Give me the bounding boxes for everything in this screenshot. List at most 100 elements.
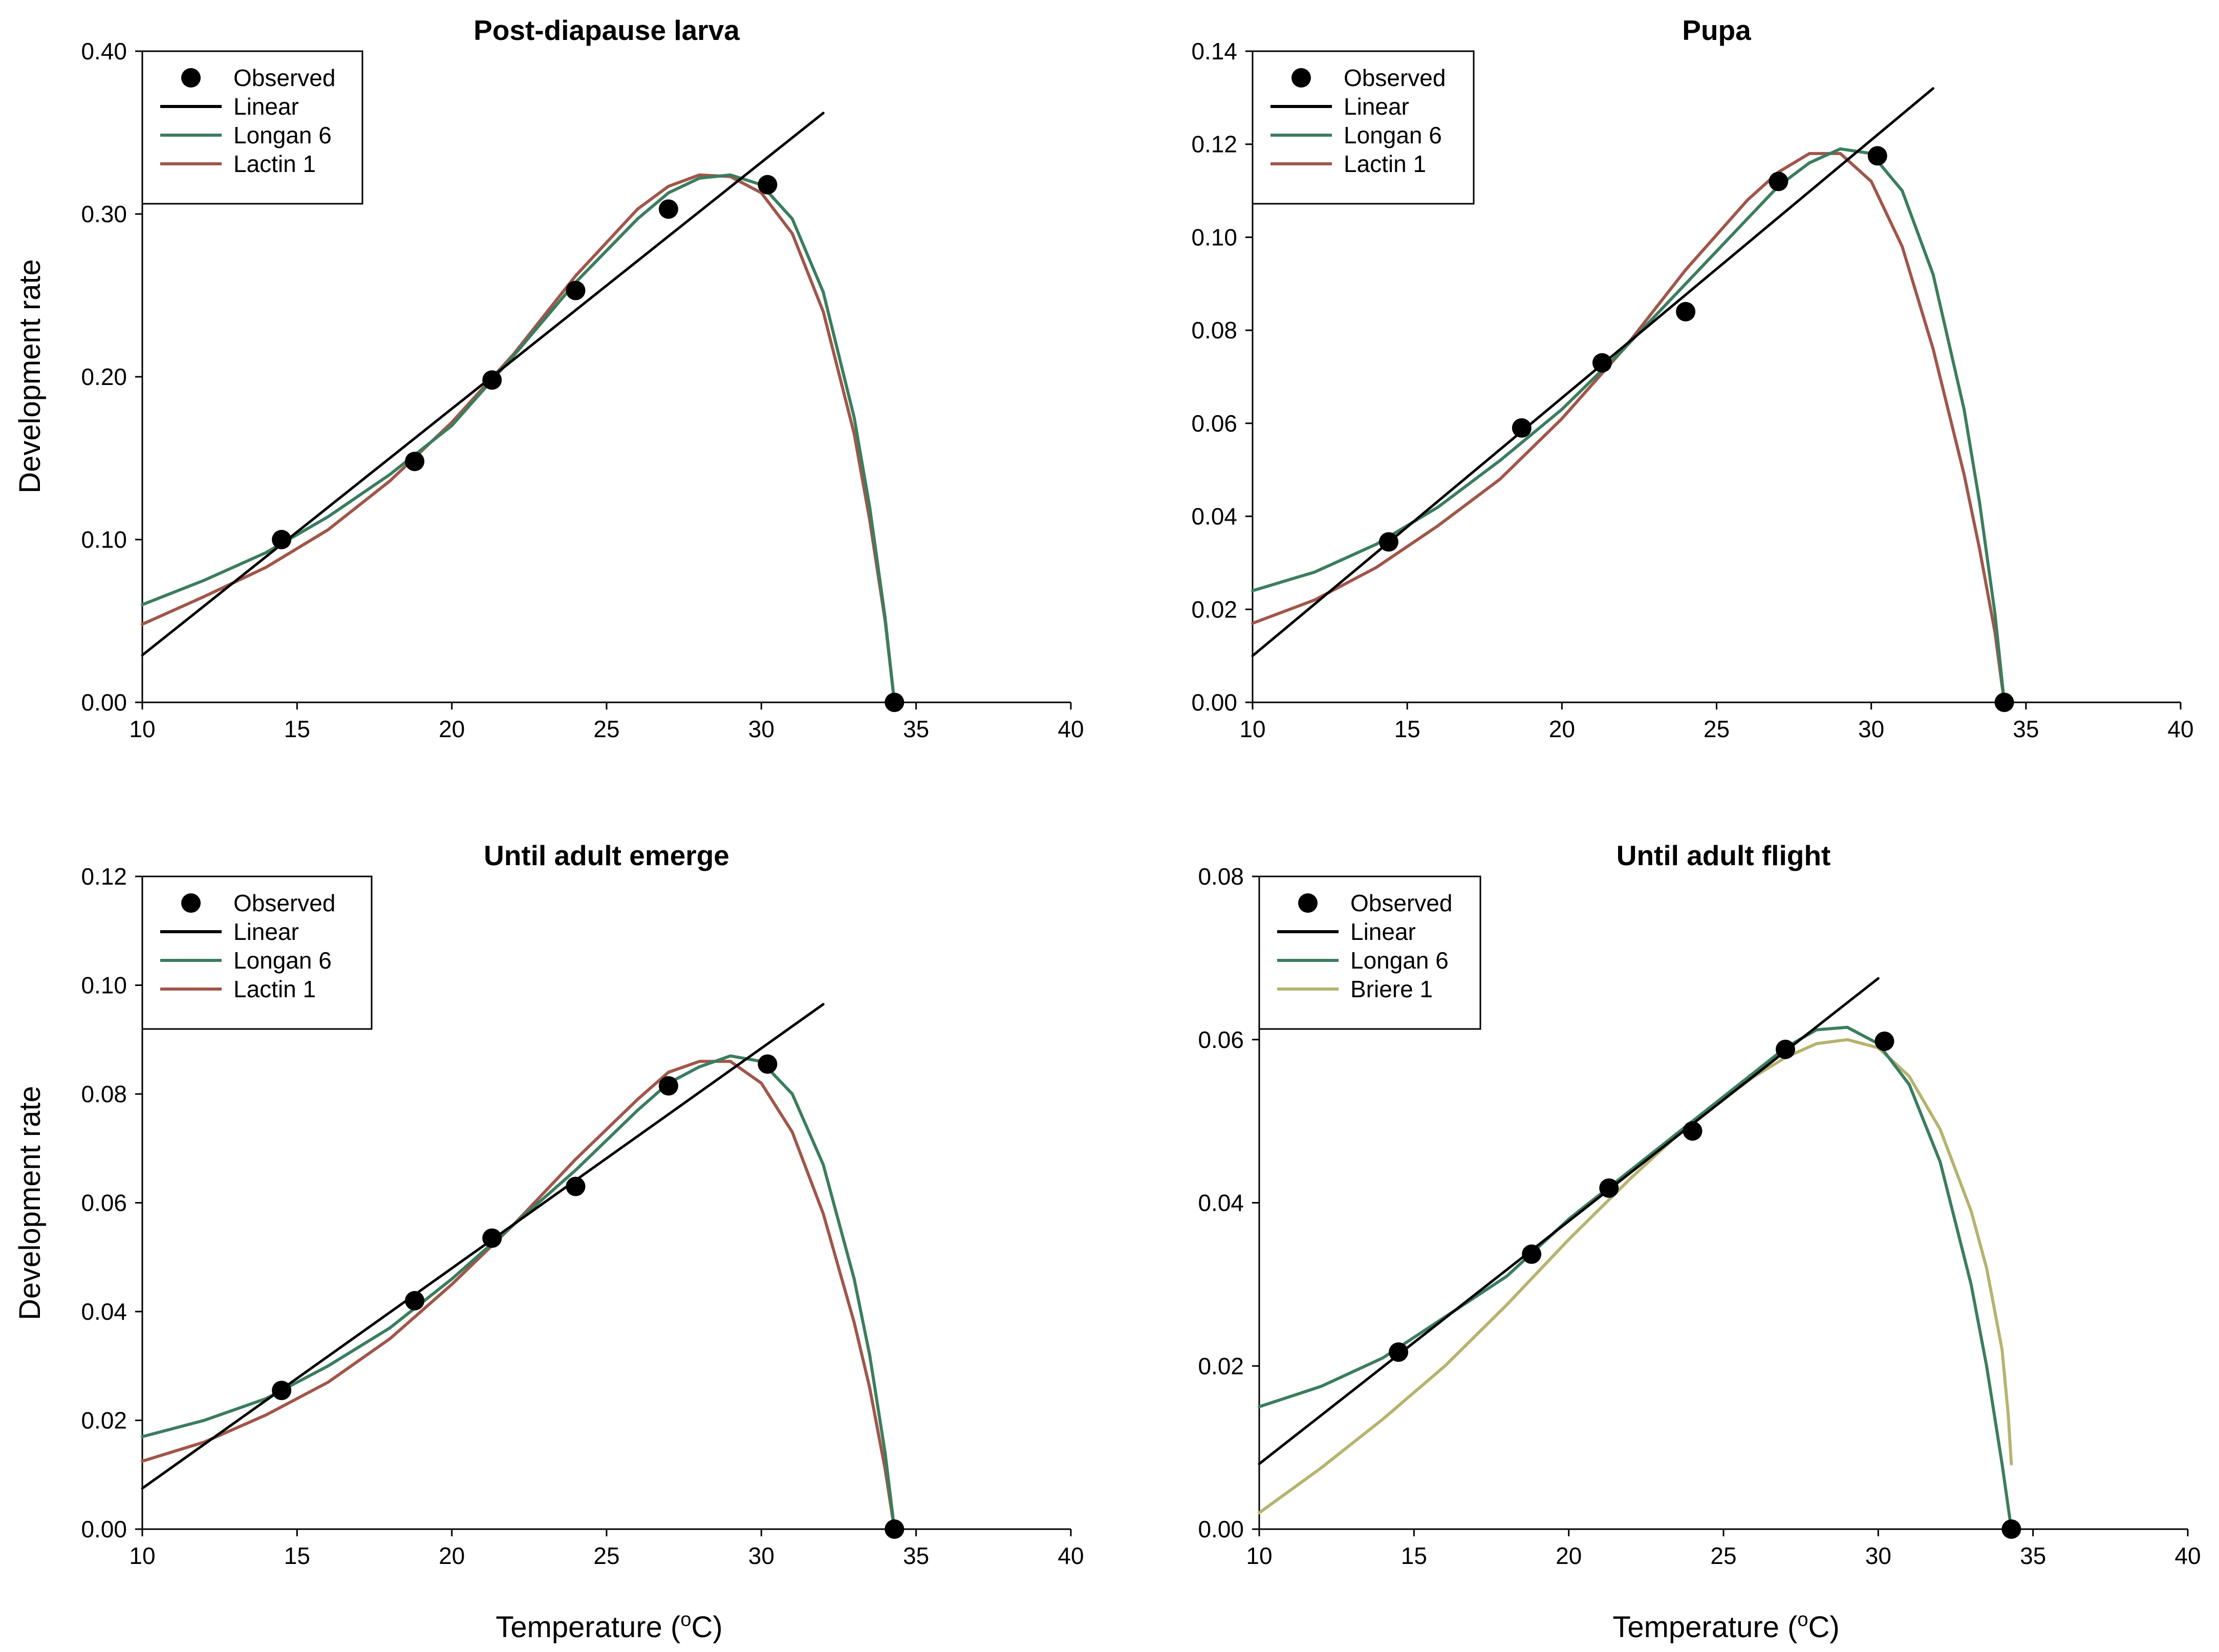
- observed-point: [405, 452, 425, 471]
- x-axis-label-left: Temperature (oC): [495, 1609, 722, 1644]
- x-tick-label: 10: [129, 716, 155, 742]
- legend-symbol: [1291, 68, 1311, 88]
- legend-label: Linear: [233, 93, 299, 120]
- legend-label: Lactin 1: [233, 151, 316, 177]
- series-line-briere-1: [1258, 1038, 2013, 1515]
- x-tick-label: 40: [2174, 1542, 2201, 1569]
- y-tick-label: 0.10: [81, 972, 127, 999]
- observed-point: [1378, 532, 1398, 552]
- series-line-lactin-1: [1251, 152, 2006, 704]
- x-tick-label: 40: [1058, 1542, 1084, 1569]
- observed-point: [1867, 146, 1887, 166]
- x-tick-label: 25: [593, 1542, 619, 1569]
- legend-label: Longan 6: [233, 947, 332, 974]
- y-tick-label: 0.10: [1191, 224, 1237, 250]
- y-tick-label: 0.00: [1198, 1516, 1244, 1542]
- legend-label: Linear: [233, 918, 299, 945]
- x-tick-label: 10: [1239, 716, 1265, 742]
- x-tick-label: 35: [903, 1542, 929, 1569]
- x-tick-label: 15: [284, 716, 310, 742]
- x-axis-label-right-prefix: Temperature (: [1612, 1611, 1797, 1644]
- series-line-lactin-1: [141, 173, 896, 704]
- legend-label: Briere 1: [1350, 976, 1433, 1002]
- legend-label: Observed: [1344, 65, 1446, 91]
- y-axis-label-top: Development rate: [13, 259, 47, 494]
- legend-label: Longan 6: [1344, 122, 1442, 148]
- legend-symbol: [1298, 893, 1318, 913]
- y-tick-label: 0.02: [1198, 1353, 1244, 1379]
- panel-title: Post-diapause larva: [473, 14, 740, 46]
- observed-point: [566, 1176, 586, 1196]
- x-tick-label: 20: [439, 716, 465, 742]
- series-line-linear: [141, 1003, 825, 1490]
- observed-point: [2001, 1519, 2021, 1539]
- legend-box: [1258, 875, 1481, 1030]
- observed-point: [1875, 1031, 1894, 1051]
- x-tick-label: 40: [2167, 716, 2193, 742]
- observed-point: [1994, 693, 2014, 712]
- x-tick-label: 15: [1394, 716, 1420, 742]
- y-axis-label-bottom: Development rate: [13, 1086, 47, 1320]
- series-line-longan-6: [1258, 1025, 2013, 1531]
- observed-point: [405, 1291, 425, 1311]
- x-tick-label: 30: [1865, 1542, 1891, 1569]
- legend-box: [141, 50, 363, 205]
- x-tick-label: 25: [1704, 716, 1730, 742]
- y-tick-label: 0.00: [81, 689, 127, 716]
- series-line-linear: [1251, 87, 1934, 657]
- observed-point: [885, 693, 904, 712]
- x-tick-label: 30: [748, 716, 774, 742]
- legend-label: Observed: [1350, 890, 1452, 916]
- chart-panel-1: Post-diapause larva 10 15 20 25 30 35 40 0.00 0.1…: [81, 14, 1084, 742]
- y-tick-label: 0.06: [1198, 1026, 1244, 1053]
- legend-label: Lactin 1: [1344, 151, 1426, 177]
- observed-point: [272, 530, 292, 549]
- observed-point: [566, 281, 586, 301]
- series-line-linear: [1258, 977, 1880, 1465]
- y-tick-label: 0.20: [81, 363, 127, 390]
- x-axis-label-right-suffix: C): [1808, 1611, 1839, 1644]
- y-tick-label: 0.00: [1191, 689, 1237, 716]
- x-tick-label: 20: [1549, 716, 1575, 742]
- observed-point: [1599, 1178, 1619, 1198]
- y-tick-label: 0.30: [81, 201, 127, 227]
- x-tick-label: 35: [903, 716, 929, 742]
- x-axis-label-right: Temperature (oC): [1612, 1609, 1839, 1644]
- legend-box: [1252, 50, 1475, 205]
- x-tick-label: 10: [1246, 1542, 1272, 1569]
- chart-panel-4: Until adult flight 10 15 20 25 30 35 40 0.00 0.02…: [1198, 840, 2201, 1569]
- y-tick-label: 0.40: [81, 38, 127, 65]
- panel-title: Until adult flight: [1617, 840, 1831, 871]
- y-tick-label: 0.04: [1198, 1190, 1244, 1216]
- legend-symbol: [181, 68, 201, 88]
- y-tick-label: 0.02: [81, 1407, 127, 1434]
- observed-point: [1676, 302, 1696, 321]
- legend-label: Linear: [1350, 918, 1416, 945]
- legend-label: Observed: [233, 65, 335, 91]
- x-tick-label: 20: [439, 1542, 465, 1569]
- legend-label: Linear: [1344, 93, 1409, 120]
- observed-point: [658, 199, 678, 219]
- panel-title: Until adult emerge: [484, 840, 729, 871]
- x-axis-label-right-sup: o: [1797, 1609, 1808, 1630]
- x-tick-label: 35: [2020, 1542, 2046, 1569]
- y-tick-label: 0.08: [1198, 863, 1244, 890]
- y-tick-label: 0.08: [1191, 317, 1237, 344]
- x-tick-label: 10: [129, 1542, 155, 1569]
- legend-box: [141, 875, 373, 1030]
- observed-point: [1512, 418, 1532, 438]
- x-tick-label: 25: [1710, 1542, 1736, 1569]
- series-line-lactin-1: [141, 1060, 896, 1531]
- x-tick-label: 30: [1858, 716, 1884, 742]
- y-tick-label: 0.04: [81, 1298, 127, 1325]
- observed-point: [658, 1076, 678, 1096]
- y-tick-label: 0.06: [1191, 410, 1237, 437]
- series-line-longan-6: [1251, 147, 2006, 704]
- observed-point: [758, 175, 778, 195]
- observed-point: [1683, 1121, 1703, 1141]
- chart-panel-3: Until adult emerge 10 15 20 25 30 35 40 0.00 0.02…: [81, 840, 1084, 1569]
- y-tick-label: 0.08: [81, 1081, 127, 1107]
- observed-point: [1389, 1342, 1409, 1362]
- observed-point: [1522, 1244, 1542, 1264]
